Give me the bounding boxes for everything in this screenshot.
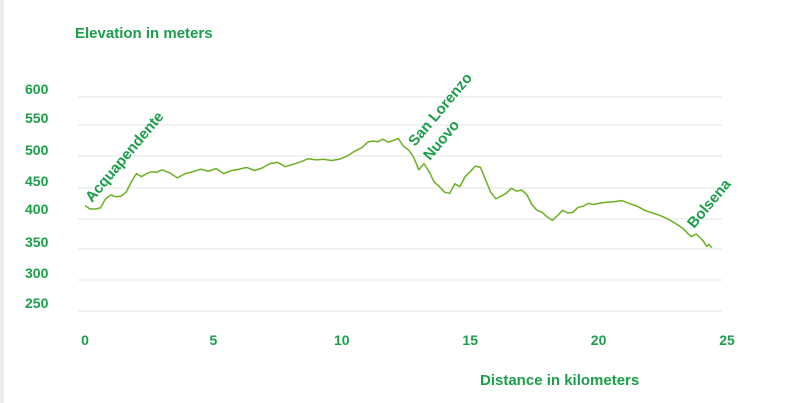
y-tick-label: 550: [25, 110, 49, 126]
x-axis-label: Distance in kilometers: [480, 372, 639, 389]
gridlines: [78, 96, 722, 312]
x-tick-label: 15: [462, 332, 478, 348]
x-tick-label: 20: [591, 332, 607, 348]
x-tick-labels: 0 5 10 15 20 25: [81, 332, 735, 348]
annotation-acquapendente: Acquapendente: [82, 108, 167, 205]
y-tick-label: 250: [25, 295, 49, 311]
y-tick-label: 450: [25, 173, 49, 189]
annotation-bolsena: Bolsena: [684, 175, 735, 231]
y-tick-label: 500: [25, 142, 49, 158]
x-tick-label: 5: [210, 332, 218, 348]
y-tick-labels: 600 550 500 450 400 350 300 250: [25, 81, 49, 311]
y-tick-label: 600: [25, 81, 49, 97]
y-tick-label: 300: [25, 265, 49, 281]
x-tick-label: 10: [334, 332, 350, 348]
x-tick-label: 0: [81, 332, 89, 348]
left-edge-strip: [0, 0, 4, 403]
y-tick-label: 350: [25, 234, 49, 250]
y-tick-label: 400: [25, 201, 49, 217]
series-layer: [84, 137, 713, 249]
y-axis-label: Elevation in meters: [75, 25, 213, 42]
x-tick-label: 25: [719, 332, 735, 348]
elevation-series-line-0: [84, 137, 713, 249]
